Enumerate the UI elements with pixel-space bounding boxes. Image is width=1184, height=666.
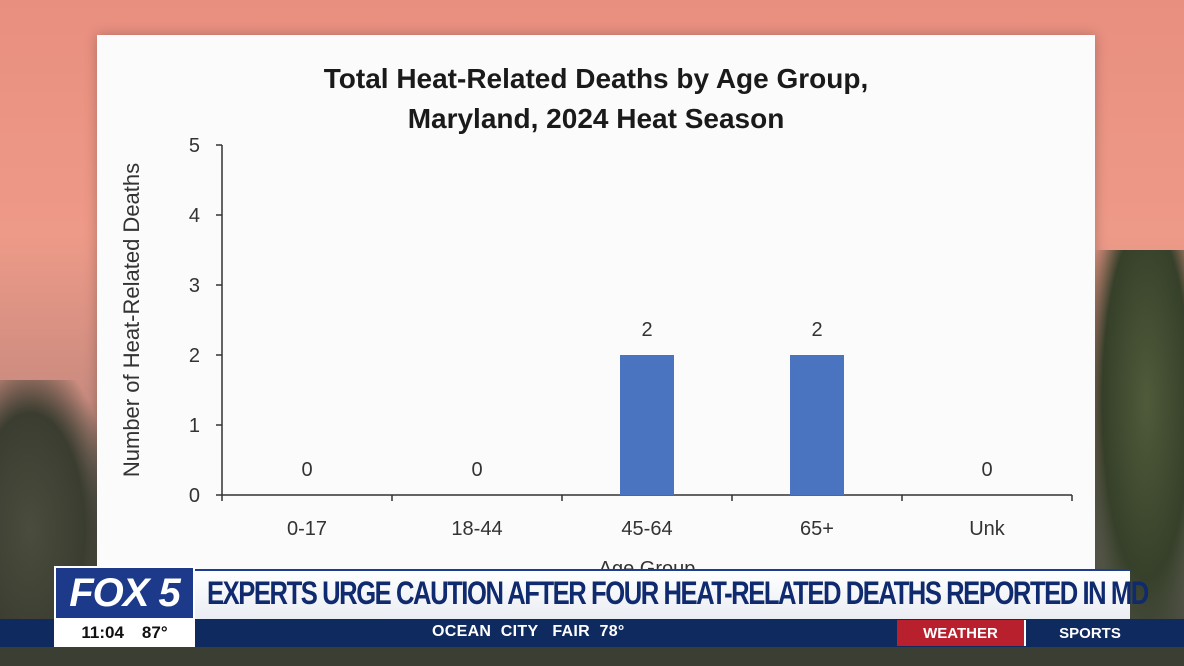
time-temp-box: 11:04 87° xyxy=(54,619,195,647)
chart-title-line2: Maryland, 2024 Heat Season xyxy=(407,103,785,134)
ticker-text: OCEAN CITY FAIR 78° xyxy=(432,623,625,640)
bar-65+ xyxy=(790,355,844,495)
y-axis-label: Number of Heat-Related Deaths xyxy=(119,163,144,477)
y-tick-label: 0 xyxy=(189,485,200,507)
x-tick-label: Unk xyxy=(969,518,1006,540)
time-text: 11:04 xyxy=(81,623,124,642)
fox5-logo: FOX 5 xyxy=(54,566,195,620)
bottom-strip xyxy=(0,647,1184,666)
data-label: 0 xyxy=(301,459,312,481)
y-tick-label: 5 xyxy=(189,135,200,157)
chart-title-line1: Total Heat-Related Deaths by Age Group, xyxy=(323,63,869,94)
data-label: 0 xyxy=(471,459,482,481)
data-label: 2 xyxy=(641,319,652,341)
x-tick-label: 45-64 xyxy=(621,518,672,540)
x-tick-label: 65+ xyxy=(800,518,834,540)
sports-tab[interactable]: SPORTS xyxy=(1059,624,1121,642)
chart-title: Total Heat-Related Deaths by Age Group, … xyxy=(97,59,1095,139)
y-tick-label: 4 xyxy=(189,205,200,227)
headline-text: EXPERTS URGE CAUTION AFTER FOUR HEAT-REL… xyxy=(207,575,1149,611)
x-tick-label: 0-17 xyxy=(287,518,327,540)
y-tick-label: 1 xyxy=(189,415,200,437)
chart-slide: Total Heat-Related Deaths by Age Group, … xyxy=(97,35,1095,595)
x-tick-label: 18-44 xyxy=(451,518,502,540)
ticker-divider xyxy=(1024,620,1026,646)
data-label: 2 xyxy=(811,319,822,341)
bar-45-64 xyxy=(620,355,674,495)
weather-tab[interactable]: WEATHER xyxy=(897,620,1024,646)
headline-bar: EXPERTS URGE CAUTION AFTER FOUR HEAT-REL… xyxy=(195,569,1149,621)
logo-text: FOX 5 xyxy=(69,570,181,615)
background-trees-right xyxy=(1090,250,1184,630)
y-tick-label: 3 xyxy=(189,275,200,297)
y-tick-label: 2 xyxy=(189,345,200,367)
temp-text: 87° xyxy=(141,623,168,642)
data-label: 0 xyxy=(981,459,992,481)
